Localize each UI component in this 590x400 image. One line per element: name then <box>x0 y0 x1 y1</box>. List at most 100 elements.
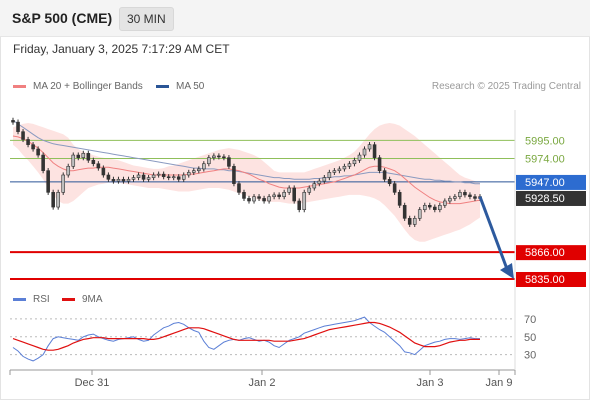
x-tick-label: Dec 31 <box>75 377 110 389</box>
candle-body <box>26 139 30 145</box>
instrument-title: S&P 500 (CME) <box>12 10 113 26</box>
candle-body <box>327 172 332 178</box>
level-label-box <box>516 245 586 261</box>
candle-body <box>66 166 71 176</box>
candle-body <box>41 154 45 171</box>
candle-body <box>468 194 472 197</box>
legend-9ma: 9MA <box>62 294 103 305</box>
candle-body <box>151 174 156 178</box>
candle-body <box>473 196 477 199</box>
rsi-tick-label: 50 <box>524 332 536 344</box>
level-label-text: 5947.00 <box>525 177 565 189</box>
candle-body <box>111 179 116 182</box>
level-label-pivot: 5947.00 <box>516 174 586 190</box>
candle-body <box>352 159 357 165</box>
candle-body <box>46 170 50 193</box>
candle-body <box>347 163 352 167</box>
candle-body <box>267 196 271 202</box>
candle-body <box>86 153 91 161</box>
legend-swatch-9ma <box>62 297 75 301</box>
candle-body <box>427 205 432 208</box>
level-label-support: 5866.00 <box>516 245 586 261</box>
candle-body <box>106 174 111 180</box>
candle-body <box>277 194 281 197</box>
level-label-box <box>516 174 586 190</box>
candle-body <box>317 180 322 184</box>
candle-body <box>382 170 387 180</box>
candle-body <box>362 148 367 156</box>
candle-body <box>282 192 286 197</box>
legend-label-rsi: RSI <box>33 294 50 305</box>
rsi-series-rsi <box>12 316 480 362</box>
x-tick-label: Jan 2 <box>249 377 276 389</box>
candle-body <box>71 154 76 167</box>
ma20-line <box>12 135 481 205</box>
header-bar: S&P 500 (CME) 30 MIN <box>0 0 590 37</box>
candle-body <box>252 196 256 202</box>
candle-body <box>227 157 231 167</box>
candle-body <box>101 167 106 176</box>
level-label-text: 5866.00 <box>525 247 565 259</box>
candle-body <box>422 205 427 210</box>
candle-body <box>136 174 141 178</box>
candle-body <box>397 192 402 206</box>
candle-body <box>438 205 442 210</box>
candle-body <box>141 174 146 180</box>
candle-body <box>247 198 251 202</box>
rsi-series-9ma <box>12 321 480 351</box>
candle-body <box>212 155 216 158</box>
candle-body <box>161 173 166 178</box>
candle-body <box>443 200 447 206</box>
projection-arrow-head <box>500 263 514 279</box>
candle-body <box>342 166 347 170</box>
candle-body <box>121 179 126 182</box>
projection-arrow <box>478 196 509 270</box>
level-label-resistance: 5974.00 <box>525 154 565 166</box>
current-price-text: 5928.50 <box>525 193 565 205</box>
current-price-label: 5928.50 <box>516 190 586 206</box>
candle-body <box>207 157 211 165</box>
candle-body <box>292 187 296 202</box>
candle-body <box>191 170 196 173</box>
level-label-text: 5974.00 <box>525 154 565 166</box>
level-label-box <box>516 272 586 287</box>
candle-body <box>76 154 81 158</box>
candle-body <box>31 144 35 150</box>
candle-body <box>458 192 462 197</box>
candle-body <box>392 183 397 193</box>
timeframe-badge[interactable]: 30 MIN <box>119 7 174 31</box>
candle-body <box>242 192 246 199</box>
candle-body <box>337 168 342 171</box>
candle-body <box>166 176 171 179</box>
candle-body <box>367 144 372 150</box>
legend-ma20: MA 20 + Bollinger Bands <box>13 81 143 92</box>
candle-body <box>202 163 206 170</box>
candle-body <box>387 179 392 184</box>
candle-body <box>61 174 66 193</box>
candle-body <box>302 192 307 210</box>
candle-body <box>51 192 55 208</box>
x-tick-label: Jan 3 <box>417 377 444 389</box>
candle-body <box>81 153 86 158</box>
candle-body <box>16 121 20 132</box>
candle-body <box>463 192 467 196</box>
level-label-support: 5835.00 <box>516 272 586 287</box>
legend-swatch-ma20 <box>13 84 26 88</box>
legend-label-ma20: MA 20 + Bollinger Bands <box>33 81 143 92</box>
candle-body <box>453 196 457 199</box>
legend-swatch-ma50 <box>156 84 169 88</box>
candle-body <box>312 183 317 189</box>
copyright-note: Research © 2025 Trading Central <box>431 81 581 92</box>
candle-body <box>186 172 191 176</box>
rsi-tick-label: 70 <box>524 314 536 326</box>
legend-ma50: MA 50 <box>156 81 204 92</box>
candle-body <box>131 177 136 180</box>
candle-body <box>287 187 291 193</box>
candle-body <box>357 154 362 161</box>
rsi-tick-label: 30 <box>524 350 536 362</box>
level-label-resistance: 5995.00 <box>525 135 565 147</box>
legend-swatch-rsi <box>13 297 26 301</box>
candle-body <box>222 156 226 159</box>
candle-body <box>417 209 422 219</box>
candle-body <box>237 183 241 193</box>
